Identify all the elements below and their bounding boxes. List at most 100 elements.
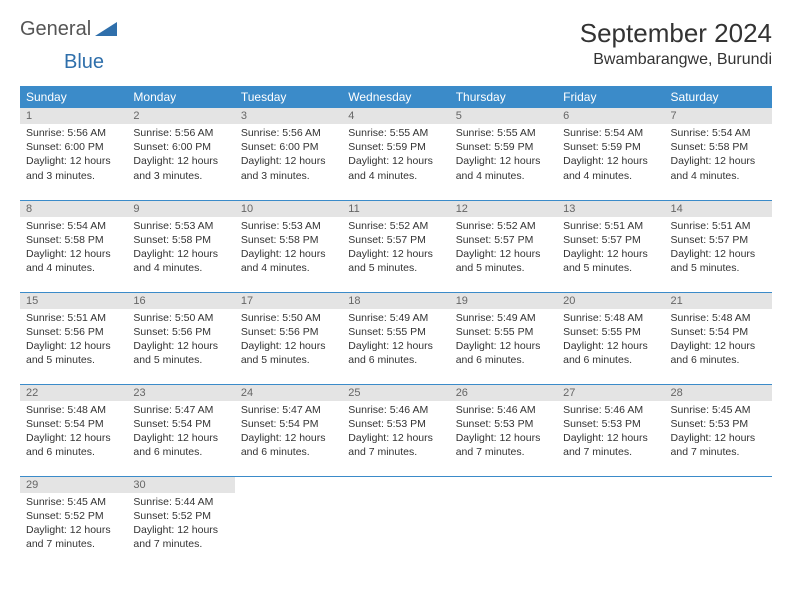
day-cell: 25Sunrise: 5:46 AMSunset: 5:53 PMDayligh… bbox=[342, 384, 449, 476]
day-number: 1 bbox=[20, 108, 127, 124]
day-cell: 19Sunrise: 5:49 AMSunset: 5:55 PMDayligh… bbox=[450, 292, 557, 384]
day-details: Sunrise: 5:51 AMSunset: 5:56 PMDaylight:… bbox=[20, 309, 127, 372]
day-details: Sunrise: 5:46 AMSunset: 5:53 PMDaylight:… bbox=[342, 401, 449, 464]
day-details: Sunrise: 5:52 AMSunset: 5:57 PMDaylight:… bbox=[450, 217, 557, 280]
day-details: Sunrise: 5:48 AMSunset: 5:54 PMDaylight:… bbox=[665, 309, 772, 372]
day-number: 11 bbox=[342, 201, 449, 217]
day-details: Sunrise: 5:49 AMSunset: 5:55 PMDaylight:… bbox=[450, 309, 557, 372]
day-header: Friday bbox=[557, 86, 664, 108]
day-number: 17 bbox=[235, 293, 342, 309]
day-number: 30 bbox=[127, 477, 234, 493]
day-number: 18 bbox=[342, 293, 449, 309]
day-details: Sunrise: 5:45 AMSunset: 5:53 PMDaylight:… bbox=[665, 401, 772, 464]
day-cell: 10Sunrise: 5:53 AMSunset: 5:58 PMDayligh… bbox=[235, 200, 342, 292]
day-number: 9 bbox=[127, 201, 234, 217]
day-cell: 9Sunrise: 5:53 AMSunset: 5:58 PMDaylight… bbox=[127, 200, 234, 292]
day-cell: 3Sunrise: 5:56 AMSunset: 6:00 PMDaylight… bbox=[235, 108, 342, 200]
week-row: 1Sunrise: 5:56 AMSunset: 6:00 PMDaylight… bbox=[20, 108, 772, 200]
calendar-page: General September 2024 Bwambarangwe, Bur… bbox=[0, 0, 792, 580]
day-cell: 24Sunrise: 5:47 AMSunset: 5:54 PMDayligh… bbox=[235, 384, 342, 476]
day-details: Sunrise: 5:52 AMSunset: 5:57 PMDaylight:… bbox=[342, 217, 449, 280]
day-number: 5 bbox=[450, 108, 557, 124]
day-cell: 21Sunrise: 5:48 AMSunset: 5:54 PMDayligh… bbox=[665, 292, 772, 384]
day-details: Sunrise: 5:55 AMSunset: 5:59 PMDaylight:… bbox=[450, 124, 557, 187]
day-cell: 20Sunrise: 5:48 AMSunset: 5:55 PMDayligh… bbox=[557, 292, 664, 384]
logo-text-general: General bbox=[20, 18, 91, 41]
day-cell: 26Sunrise: 5:46 AMSunset: 5:53 PMDayligh… bbox=[450, 384, 557, 476]
day-details: Sunrise: 5:54 AMSunset: 5:59 PMDaylight:… bbox=[557, 124, 664, 187]
day-header: Wednesday bbox=[342, 86, 449, 108]
day-number: 26 bbox=[450, 385, 557, 401]
day-number: 20 bbox=[557, 293, 664, 309]
day-cell bbox=[557, 476, 664, 568]
day-details: Sunrise: 5:49 AMSunset: 5:55 PMDaylight:… bbox=[342, 309, 449, 372]
day-cell: 1Sunrise: 5:56 AMSunset: 6:00 PMDaylight… bbox=[20, 108, 127, 200]
day-cell: 12Sunrise: 5:52 AMSunset: 5:57 PMDayligh… bbox=[450, 200, 557, 292]
logo: General bbox=[20, 18, 119, 41]
day-details: Sunrise: 5:53 AMSunset: 5:58 PMDaylight:… bbox=[127, 217, 234, 280]
day-cell: 4Sunrise: 5:55 AMSunset: 5:59 PMDaylight… bbox=[342, 108, 449, 200]
day-details: Sunrise: 5:55 AMSunset: 5:59 PMDaylight:… bbox=[342, 124, 449, 187]
day-number: 12 bbox=[450, 201, 557, 217]
day-number: 3 bbox=[235, 108, 342, 124]
day-number: 7 bbox=[665, 108, 772, 124]
day-header: Saturday bbox=[665, 86, 772, 108]
day-details: Sunrise: 5:51 AMSunset: 5:57 PMDaylight:… bbox=[557, 217, 664, 280]
day-details: Sunrise: 5:44 AMSunset: 5:52 PMDaylight:… bbox=[127, 493, 234, 556]
day-details: Sunrise: 5:46 AMSunset: 5:53 PMDaylight:… bbox=[557, 401, 664, 464]
calendar-table: Sunday Monday Tuesday Wednesday Thursday… bbox=[20, 86, 772, 568]
day-details: Sunrise: 5:46 AMSunset: 5:53 PMDaylight:… bbox=[450, 401, 557, 464]
day-number: 24 bbox=[235, 385, 342, 401]
day-cell: 13Sunrise: 5:51 AMSunset: 5:57 PMDayligh… bbox=[557, 200, 664, 292]
logo-text-blue: Blue bbox=[64, 51, 104, 73]
day-cell: 22Sunrise: 5:48 AMSunset: 5:54 PMDayligh… bbox=[20, 384, 127, 476]
day-number: 23 bbox=[127, 385, 234, 401]
day-details: Sunrise: 5:54 AMSunset: 5:58 PMDaylight:… bbox=[20, 217, 127, 280]
week-row: 22Sunrise: 5:48 AMSunset: 5:54 PMDayligh… bbox=[20, 384, 772, 476]
day-cell bbox=[450, 476, 557, 568]
day-details: Sunrise: 5:50 AMSunset: 5:56 PMDaylight:… bbox=[235, 309, 342, 372]
day-cell bbox=[665, 476, 772, 568]
day-details: Sunrise: 5:47 AMSunset: 5:54 PMDaylight:… bbox=[127, 401, 234, 464]
day-details: Sunrise: 5:56 AMSunset: 6:00 PMDaylight:… bbox=[235, 124, 342, 187]
week-row: 8Sunrise: 5:54 AMSunset: 5:58 PMDaylight… bbox=[20, 200, 772, 292]
day-cell: 30Sunrise: 5:44 AMSunset: 5:52 PMDayligh… bbox=[127, 476, 234, 568]
day-cell: 14Sunrise: 5:51 AMSunset: 5:57 PMDayligh… bbox=[665, 200, 772, 292]
day-cell: 16Sunrise: 5:50 AMSunset: 5:56 PMDayligh… bbox=[127, 292, 234, 384]
logo-triangle-icon bbox=[95, 20, 117, 39]
day-number: 10 bbox=[235, 201, 342, 217]
day-cell: 5Sunrise: 5:55 AMSunset: 5:59 PMDaylight… bbox=[450, 108, 557, 200]
day-header: Tuesday bbox=[235, 86, 342, 108]
day-number: 14 bbox=[665, 201, 772, 217]
day-details: Sunrise: 5:45 AMSunset: 5:52 PMDaylight:… bbox=[20, 493, 127, 556]
day-details: Sunrise: 5:56 AMSunset: 6:00 PMDaylight:… bbox=[20, 124, 127, 187]
day-cell: 23Sunrise: 5:47 AMSunset: 5:54 PMDayligh… bbox=[127, 384, 234, 476]
day-header: Sunday bbox=[20, 86, 127, 108]
day-number: 29 bbox=[20, 477, 127, 493]
day-details: Sunrise: 5:56 AMSunset: 6:00 PMDaylight:… bbox=[127, 124, 234, 187]
day-cell bbox=[235, 476, 342, 568]
day-cell: 27Sunrise: 5:46 AMSunset: 5:53 PMDayligh… bbox=[557, 384, 664, 476]
day-number: 19 bbox=[450, 293, 557, 309]
day-details: Sunrise: 5:54 AMSunset: 5:58 PMDaylight:… bbox=[665, 124, 772, 187]
day-number: 6 bbox=[557, 108, 664, 124]
day-cell: 11Sunrise: 5:52 AMSunset: 5:57 PMDayligh… bbox=[342, 200, 449, 292]
day-cell bbox=[342, 476, 449, 568]
day-cell: 7Sunrise: 5:54 AMSunset: 5:58 PMDaylight… bbox=[665, 108, 772, 200]
day-number: 8 bbox=[20, 201, 127, 217]
month-title: September 2024 bbox=[580, 18, 772, 49]
day-cell: 18Sunrise: 5:49 AMSunset: 5:55 PMDayligh… bbox=[342, 292, 449, 384]
day-number: 28 bbox=[665, 385, 772, 401]
day-number: 16 bbox=[127, 293, 234, 309]
day-cell: 8Sunrise: 5:54 AMSunset: 5:58 PMDaylight… bbox=[20, 200, 127, 292]
day-details: Sunrise: 5:47 AMSunset: 5:54 PMDaylight:… bbox=[235, 401, 342, 464]
day-details: Sunrise: 5:53 AMSunset: 5:58 PMDaylight:… bbox=[235, 217, 342, 280]
day-number: 13 bbox=[557, 201, 664, 217]
day-number: 27 bbox=[557, 385, 664, 401]
day-header: Thursday bbox=[450, 86, 557, 108]
day-number: 25 bbox=[342, 385, 449, 401]
day-details: Sunrise: 5:48 AMSunset: 5:54 PMDaylight:… bbox=[20, 401, 127, 464]
day-number: 22 bbox=[20, 385, 127, 401]
day-number: 4 bbox=[342, 108, 449, 124]
day-number: 21 bbox=[665, 293, 772, 309]
